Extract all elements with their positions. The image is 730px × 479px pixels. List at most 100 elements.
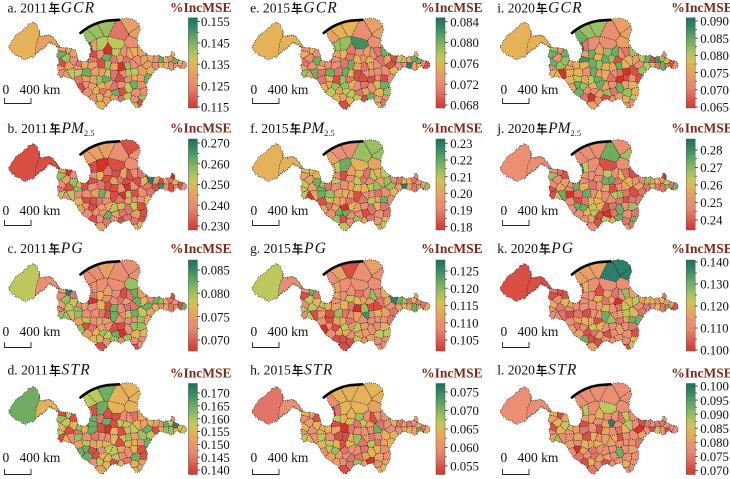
svg-text:0.25: 0.25: [700, 196, 722, 210]
svg-text:0.115: 0.115: [201, 101, 229, 115]
svg-text:0.110: 0.110: [451, 316, 479, 330]
svg-text:0: 0: [500, 82, 507, 97]
svg-text:%IncMSE: %IncMSE: [671, 0, 730, 15]
svg-text:0.155: 0.155: [201, 15, 230, 29]
svg-text:0.085: 0.085: [700, 32, 729, 46]
svg-text:%IncMSE: %IncMSE: [170, 366, 231, 381]
svg-text:%IncMSE: %IncMSE: [422, 241, 483, 256]
svg-text:0.145: 0.145: [201, 451, 230, 465]
svg-text:PM2.5: PM2.5: [301, 120, 335, 138]
svg-text:0.085: 0.085: [700, 422, 729, 436]
svg-text:400 km: 400 km: [268, 82, 309, 97]
svg-text:0.100: 0.100: [700, 343, 729, 357]
svg-text:0.105: 0.105: [451, 333, 480, 347]
svg-text:0.060: 0.060: [451, 441, 480, 455]
svg-text:0: 0: [251, 450, 258, 465]
svg-text:0.140: 0.140: [700, 255, 729, 269]
svg-text:l. 2020: l. 2020: [497, 363, 535, 378]
svg-text:%IncMSE: %IncMSE: [422, 0, 483, 15]
svg-text:0.145: 0.145: [201, 37, 230, 51]
svg-text:0: 0: [2, 450, 9, 465]
svg-text:0.155: 0.155: [201, 425, 230, 439]
svg-text:0.170: 0.170: [201, 387, 230, 401]
svg-text:0.075: 0.075: [451, 386, 480, 400]
svg-text:400 km: 400 km: [517, 203, 558, 218]
svg-text:STR: STR: [548, 362, 577, 379]
svg-text:0.165: 0.165: [201, 400, 230, 414]
svg-text:0.065: 0.065: [451, 423, 480, 437]
svg-text:%IncMSE: %IncMSE: [422, 366, 483, 381]
svg-text:%IncMSE: %IncMSE: [170, 120, 231, 135]
svg-text:0.230: 0.230: [201, 219, 230, 233]
svg-text:0.110: 0.110: [700, 321, 728, 335]
svg-text:0.080: 0.080: [201, 286, 230, 300]
svg-text:0.072: 0.072: [451, 78, 480, 92]
svg-text:0.100: 0.100: [700, 380, 729, 394]
svg-text:400 km: 400 km: [517, 323, 558, 338]
svg-text:0.22: 0.22: [451, 153, 473, 167]
svg-text:0.125: 0.125: [201, 79, 230, 93]
svg-text:f. 2015: f. 2015: [250, 121, 289, 136]
svg-text:0.160: 0.160: [201, 413, 230, 427]
svg-text:0.19: 0.19: [451, 203, 473, 217]
svg-text:0.068: 0.068: [451, 99, 480, 113]
svg-text:0: 0: [2, 203, 9, 218]
svg-text:0: 0: [500, 450, 507, 465]
svg-text:e. 2015: e. 2015: [250, 1, 290, 16]
svg-text:GCR: GCR: [304, 0, 339, 17]
svg-text:0: 0: [251, 82, 258, 97]
svg-text:0.250: 0.250: [201, 178, 230, 192]
svg-text:0.23: 0.23: [451, 137, 473, 151]
svg-text:0.240: 0.240: [201, 199, 230, 213]
svg-text:0: 0: [500, 203, 507, 218]
svg-text:PG: PG: [60, 240, 84, 257]
svg-text:0.075: 0.075: [201, 310, 230, 324]
svg-text:%IncMSE: %IncMSE: [671, 366, 730, 381]
svg-text:400 km: 400 km: [19, 203, 60, 218]
svg-text:j. 2020: j. 2020: [496, 121, 535, 136]
svg-text:c. 2011: c. 2011: [7, 241, 46, 256]
svg-text:%IncMSE: %IncMSE: [170, 0, 231, 15]
svg-text:0.270: 0.270: [201, 136, 230, 150]
svg-text:400 km: 400 km: [19, 323, 60, 338]
svg-text:400 km: 400 km: [268, 203, 309, 218]
svg-text:0.070: 0.070: [700, 464, 729, 478]
svg-text:0.28: 0.28: [700, 143, 722, 157]
svg-text:GCR: GCR: [61, 0, 96, 17]
svg-text:400 km: 400 km: [19, 82, 60, 97]
svg-text:0.070: 0.070: [451, 404, 480, 418]
svg-text:0.095: 0.095: [700, 394, 729, 408]
svg-text:0.260: 0.260: [201, 157, 230, 171]
svg-text:0.140: 0.140: [201, 464, 230, 478]
svg-text:0.080: 0.080: [700, 49, 729, 63]
svg-text:PM2.5: PM2.5: [547, 120, 581, 138]
svg-text:0.085: 0.085: [201, 263, 230, 277]
svg-text:0.120: 0.120: [700, 299, 729, 313]
svg-text:400 km: 400 km: [517, 450, 558, 465]
svg-text:i. 2020: i. 2020: [497, 1, 535, 16]
svg-text:0.21: 0.21: [451, 170, 473, 184]
svg-text:0.115: 0.115: [451, 299, 479, 313]
svg-text:400 km: 400 km: [19, 450, 60, 465]
svg-text:h. 2015: h. 2015: [250, 363, 291, 378]
svg-text:0.070: 0.070: [700, 83, 729, 97]
svg-text:0.18: 0.18: [451, 220, 473, 234]
svg-text:PG: PG: [550, 240, 574, 257]
svg-text:%IncMSE: %IncMSE: [671, 241, 730, 256]
svg-text:b. 2011: b. 2011: [7, 121, 47, 136]
svg-text:0.125: 0.125: [451, 264, 480, 278]
svg-text:0.055: 0.055: [451, 460, 480, 474]
svg-text:0.26: 0.26: [700, 178, 723, 192]
svg-text:0: 0: [500, 323, 507, 338]
svg-text:0: 0: [251, 323, 258, 338]
svg-text:0.090: 0.090: [700, 408, 729, 422]
svg-text:0.075: 0.075: [700, 66, 729, 80]
svg-text:0.24: 0.24: [700, 213, 723, 227]
svg-text:0: 0: [251, 203, 258, 218]
svg-text:GCR: GCR: [548, 0, 583, 17]
svg-text:0.080: 0.080: [451, 36, 480, 50]
svg-text:0: 0: [2, 82, 9, 97]
svg-text:0.070: 0.070: [201, 333, 230, 347]
svg-text:0.150: 0.150: [201, 438, 230, 452]
svg-text:0.135: 0.135: [201, 58, 230, 72]
